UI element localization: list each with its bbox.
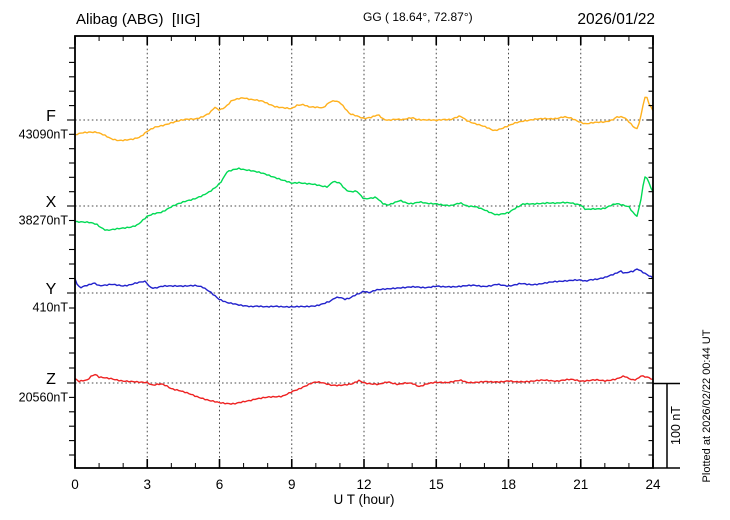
trace-curves [74,96,654,405]
baseline-value-X: 38270nT [19,214,69,228]
geographic-coords: GG ( 18.64°, 72.87°) [363,10,473,24]
component-letter-X: X [46,194,57,211]
x-tick-label-21: 21 [573,477,588,492]
component-letter-Z: Z [46,371,56,388]
trace-Z [74,373,654,405]
x-axis-tick-labels: 0 3 6 9 12 15 18 21 24 [71,477,661,492]
trace-Y [74,268,654,309]
trace-F [74,96,654,142]
plot-date: 2026/01/22 [577,11,655,28]
x-tick-label-9: 9 [288,477,296,492]
component-letter-Y: Y [46,281,57,298]
component-letter-F: F [46,108,56,125]
series-labels: F 43090nT X 38270nT Y 410nT Z 20560nT [19,108,69,405]
x-tick-label-6: 6 [216,477,224,492]
baseline-value-Y: 410nT [33,301,69,315]
plot-frame [74,35,654,469]
baseline-value-Z: 20560nT [19,391,69,405]
x-tick-label-24: 24 [645,477,661,492]
x-tick-label-18: 18 [501,477,516,492]
x-tick-label-15: 15 [429,477,444,492]
gridlines [146,36,582,468]
x-tick-label-0: 0 [71,477,79,492]
x-tick-label-3: 3 [143,477,151,492]
scale-bar: 100 nT [653,382,683,469]
x-axis-label: U T (hour) [333,492,394,507]
station-title: Alibag (ABG) [IIG] [76,11,200,28]
scale-bar-label: 100 nT [669,406,683,445]
x-tick-label-12: 12 [356,477,371,492]
trace-X [74,167,654,232]
plotted-at-note: Plotted at 2026/02/22 00:44 UT [701,329,713,482]
axis-ticks [67,36,654,468]
baseline-value-F: 43090nT [19,128,69,142]
